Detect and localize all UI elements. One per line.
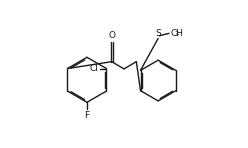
Text: S: S <box>155 29 161 38</box>
Text: CH: CH <box>170 29 184 38</box>
Text: 3: 3 <box>175 32 179 37</box>
Text: F: F <box>84 111 90 120</box>
Text: O: O <box>108 31 115 40</box>
Text: Cl: Cl <box>89 64 98 73</box>
